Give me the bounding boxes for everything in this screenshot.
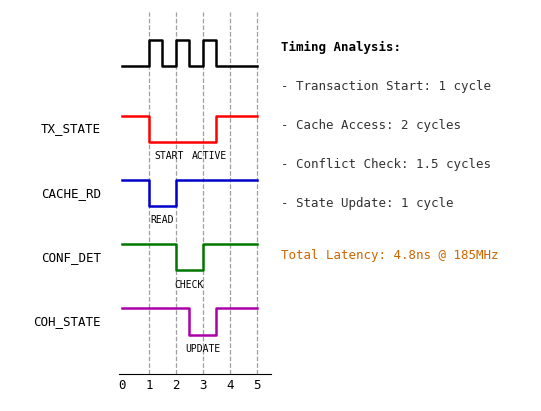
Text: START: START (154, 151, 184, 161)
Text: TX_STATE: TX_STATE (41, 122, 101, 136)
Text: READ: READ (150, 215, 174, 225)
Text: Total Latency: 4.8ns @ 185MHz: Total Latency: 4.8ns @ 185MHz (281, 249, 499, 262)
Text: - Conflict Check: 1.5 cycles: - Conflict Check: 1.5 cycles (281, 158, 491, 171)
Text: - Transaction Start: 1 cycle: - Transaction Start: 1 cycle (281, 80, 491, 93)
Text: CACHE_RD: CACHE_RD (41, 187, 101, 200)
Text: CONF_DET: CONF_DET (41, 251, 101, 264)
Text: ACTIVE: ACTIVE (192, 151, 227, 161)
Text: CHECK: CHECK (175, 279, 204, 289)
Text: - State Update: 1 cycle: - State Update: 1 cycle (281, 197, 454, 210)
Text: - Cache Access: 2 cycles: - Cache Access: 2 cycles (281, 119, 461, 132)
Text: UPDATE: UPDATE (185, 344, 221, 354)
Text: COH_STATE: COH_STATE (34, 315, 101, 328)
Text: Timing Analysis:: Timing Analysis: (281, 41, 401, 54)
